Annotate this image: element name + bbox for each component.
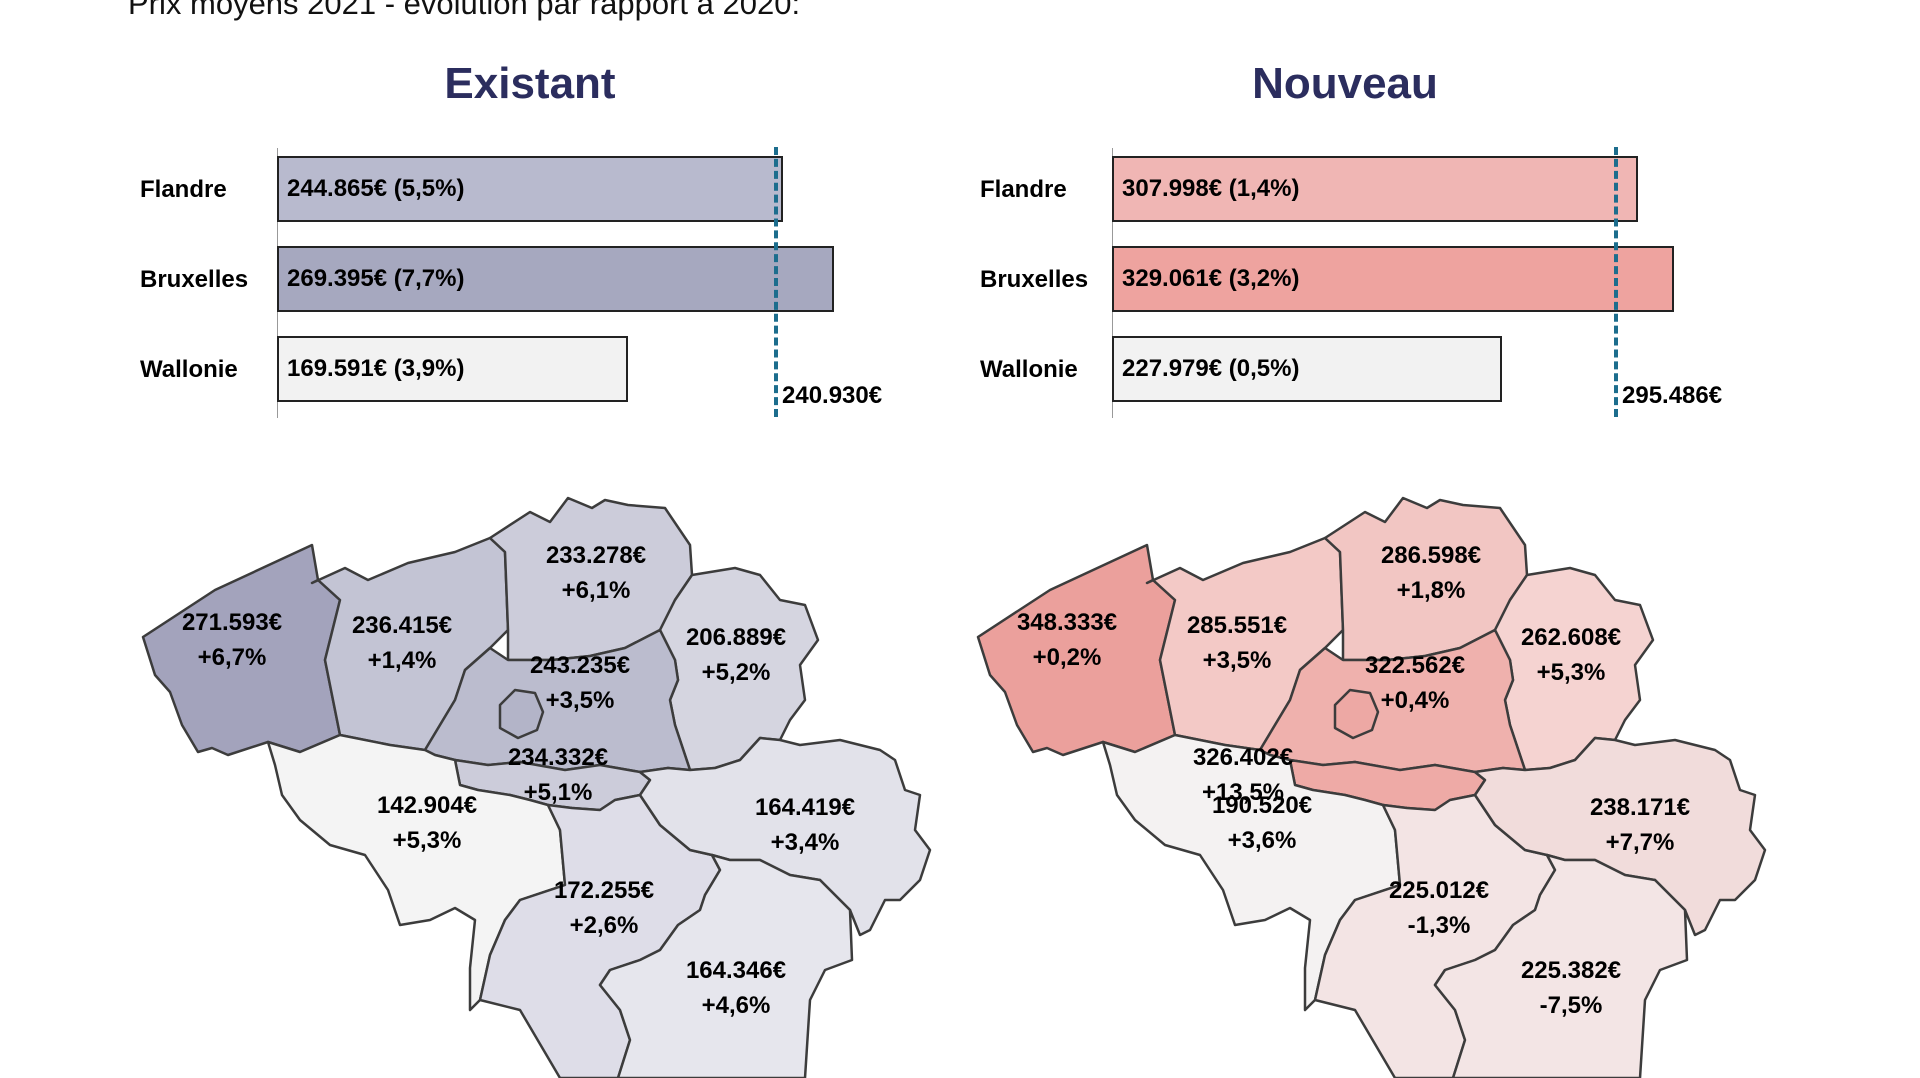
- bar-bruxelles: 329.061€ (3,2%): [1112, 246, 1674, 312]
- average-label: 295.486€: [1622, 382, 1723, 409]
- average-label: 240.930€: [782, 382, 883, 409]
- province-price-label: 286.598€: [1381, 542, 1481, 569]
- province-change-label: -7,5%: [1540, 992, 1603, 1019]
- province-luxembourg: [1433, 853, 1689, 1078]
- province-change-label: +1,4%: [368, 647, 437, 674]
- province-change-label: +0,2%: [1033, 644, 1102, 671]
- province-change-label: +1,8%: [1397, 577, 1466, 604]
- province-change-label: +13,5%: [1202, 779, 1284, 806]
- province-price-label: 322.562€: [1365, 652, 1465, 679]
- row-label-bruxelles: Bruxelles: [980, 266, 1089, 293]
- province-price-label: 285.551€: [1187, 612, 1287, 639]
- province-change-label: +3,5%: [546, 687, 615, 714]
- row-label-flandre: Flandre: [980, 176, 1067, 203]
- province-price-label: 164.419€: [755, 794, 855, 821]
- province-luxembourg: [598, 853, 854, 1078]
- province-change-label: +7,7%: [1606, 829, 1675, 856]
- province-change-label: +6,7%: [198, 644, 267, 671]
- panel-title-existant: Existant: [444, 59, 616, 108]
- province-change-label: +0,4%: [1381, 687, 1450, 714]
- province-change-label: +3,4%: [771, 829, 840, 856]
- province-change-label: +5,1%: [524, 779, 593, 806]
- province-price-label: 348.333€: [1017, 609, 1117, 636]
- row-label-bruxelles: Bruxelles: [140, 266, 249, 293]
- province-change-label: +3,5%: [1203, 647, 1272, 674]
- province-change-label: +5,2%: [702, 659, 771, 686]
- province-price-label: 206.889€: [686, 624, 786, 651]
- page-title: Prix moyens 2021 - évolution par rapport…: [128, 0, 801, 21]
- province-price-label: 262.608€: [1521, 624, 1621, 651]
- province-change-label: +5,3%: [393, 827, 462, 854]
- bar-wallonie: 169.591€ (3,9%): [277, 336, 628, 402]
- province-change-label: +3,6%: [1228, 827, 1297, 854]
- province-price-label: 190.520€: [1212, 792, 1312, 819]
- province-brussels: [498, 688, 545, 740]
- province-price-label: 271.593€: [182, 609, 282, 636]
- row-label-wallonie: Wallonie: [980, 356, 1078, 383]
- row-label-wallonie: Wallonie: [140, 356, 238, 383]
- province-price-label: 234.332€: [508, 744, 608, 771]
- panel-title-nouveau: Nouveau: [1252, 59, 1438, 108]
- province-change-label: +2,6%: [570, 912, 639, 939]
- average-line: [774, 147, 778, 417]
- average-line: [1614, 147, 1618, 417]
- map-nouveau: 348.333€ +0,2% 285.551€ +3,5% 286.598€ +1,8% 3…: [976, 496, 1767, 1078]
- map-existant: 271.593€ +6,7% 236.415€ +1,4% 233.278€ +6,1% 2…: [141, 496, 932, 1078]
- province-price-label: 238.171€: [1590, 794, 1690, 821]
- province-change-label: +4,6%: [702, 992, 771, 1019]
- province-change-label: +5,3%: [1537, 659, 1606, 686]
- province-price-label: 225.382€: [1521, 957, 1621, 984]
- province-price-label: 236.415€: [352, 612, 452, 639]
- province-price-label: 172.255€: [554, 877, 654, 904]
- province-price-label: 326.402€: [1193, 744, 1293, 771]
- province-price-label: 233.278€: [546, 542, 646, 569]
- bar-bruxelles: 269.395€ (7,7%): [277, 246, 834, 312]
- bar-flandre: 307.998€ (1,4%): [1112, 156, 1638, 222]
- bar-wallonie: 227.979€ (0,5%): [1112, 336, 1502, 402]
- row-label-flandre: Flandre: [140, 176, 227, 203]
- province-price-label: 243.235€: [530, 652, 630, 679]
- province-price-label: 164.346€: [686, 957, 786, 984]
- province-change-label: -1,3%: [1408, 912, 1471, 939]
- province-price-label: 225.012€: [1389, 877, 1489, 904]
- province-change-label: +6,1%: [562, 577, 631, 604]
- province-brussels: [1333, 688, 1380, 740]
- bar-flandre: 244.865€ (5,5%): [277, 156, 783, 222]
- province-price-label: 142.904€: [377, 792, 477, 819]
